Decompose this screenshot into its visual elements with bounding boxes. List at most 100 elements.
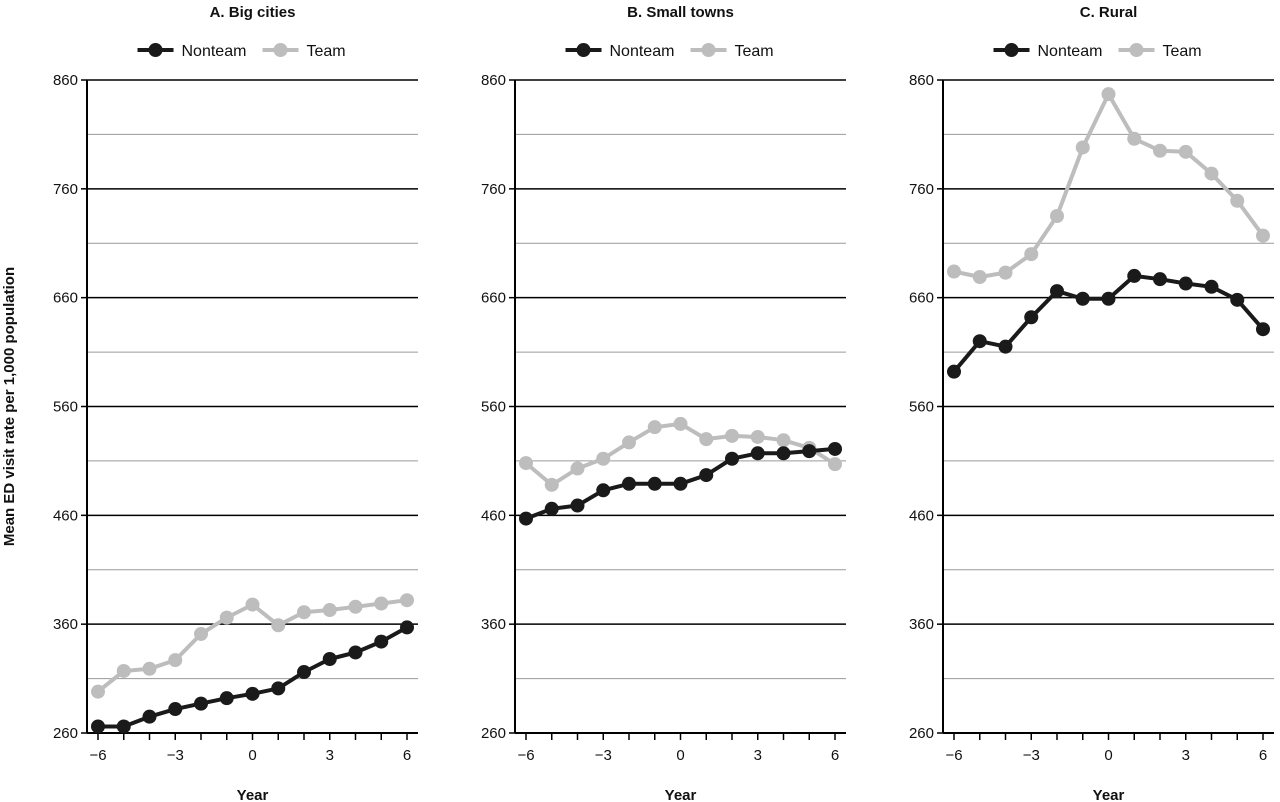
x-tick-label: −3 <box>1023 747 1040 764</box>
data-point-team <box>219 610 234 625</box>
data-point-nonteam <box>647 476 662 491</box>
data-point-team <box>1178 144 1193 159</box>
data-point-nonteam <box>91 719 105 734</box>
y-tick-label: 260 <box>53 725 78 742</box>
data-point-team <box>1101 87 1116 102</box>
data-point-nonteam <box>519 511 533 526</box>
legend-label-nonteam: Nonteam <box>1038 43 1103 60</box>
data-point-nonteam <box>1256 322 1270 337</box>
y-tick-label: 560 <box>481 399 506 416</box>
data-point-nonteam <box>297 665 311 680</box>
data-point-team <box>168 653 183 668</box>
y-tick-label: 360 <box>53 616 78 633</box>
legend: Nonteam Team <box>137 43 346 60</box>
data-point-team <box>1024 247 1039 262</box>
x-tick-label: 6 <box>403 747 411 764</box>
y-tick-label: 560 <box>909 399 934 416</box>
x-tick-label: 0 <box>248 747 256 764</box>
data-point-nonteam <box>725 451 739 466</box>
series-line-team <box>953 92 1265 279</box>
data-point-team <box>297 605 311 620</box>
legend-marker-nonteam <box>576 43 591 57</box>
y-tick-label: 760 <box>909 181 934 198</box>
data-point-team <box>519 456 533 471</box>
y-tick-label: 460 <box>53 507 78 524</box>
data-point-nonteam <box>699 468 714 483</box>
data-point-nonteam <box>1230 292 1245 307</box>
data-point-nonteam <box>142 709 157 724</box>
data-point-team <box>322 603 337 618</box>
data-point-team <box>400 593 414 608</box>
series-line-team <box>96 598 408 694</box>
data-point-team <box>673 416 688 431</box>
data-point-nonteam <box>168 702 183 717</box>
data-point-team <box>194 626 208 641</box>
data-point-team <box>348 599 363 614</box>
y-tick-label: 660 <box>53 290 78 307</box>
data-point-nonteam <box>1204 279 1219 294</box>
data-point-nonteam <box>374 634 389 649</box>
x-tick-label: 6 <box>1259 747 1267 764</box>
data-point-nonteam <box>947 364 961 379</box>
data-point-team <box>828 457 842 472</box>
legend-label-team: Team <box>1163 43 1202 60</box>
x-tick-label: −3 <box>167 747 184 764</box>
data-point-team <box>1127 131 1142 146</box>
data-point-nonteam <box>998 339 1013 354</box>
y-tick-label: 560 <box>53 399 78 416</box>
y-axis-title: Mean ED visit rate per 1,000 population <box>1 267 18 546</box>
data-point-team <box>245 597 260 612</box>
legend: Nonteam Team <box>565 43 774 60</box>
y-tick-label: 760 <box>53 181 78 198</box>
data-point-nonteam <box>245 686 260 701</box>
y-tick-label: 760 <box>481 181 506 198</box>
y-tick-label: 360 <box>909 616 934 633</box>
x-tick-label: 0 <box>676 747 684 764</box>
data-point-nonteam <box>596 483 611 498</box>
data-point-nonteam <box>1153 272 1167 287</box>
data-point-nonteam <box>194 696 208 711</box>
data-point-team <box>1050 209 1064 224</box>
data-point-team <box>1153 143 1167 158</box>
legend-label-nonteam: Nonteam <box>610 43 675 60</box>
y-tick-label: 460 <box>481 507 506 524</box>
x-tick-label: 3 <box>754 747 762 764</box>
data-point-team <box>374 596 389 611</box>
data-point-nonteam <box>622 476 636 491</box>
data-point-team <box>596 451 611 466</box>
x-tick-label: −6 <box>89 747 106 764</box>
data-point-nonteam <box>322 651 337 666</box>
data-point-team <box>142 661 157 676</box>
data-point-team <box>725 428 739 443</box>
data-point-team <box>1230 193 1245 208</box>
data-point-nonteam <box>544 501 559 516</box>
data-point-nonteam <box>1127 268 1142 283</box>
legend-label-nonteam: Nonteam <box>182 43 247 60</box>
data-point-nonteam <box>570 498 585 513</box>
y-tick-label: 860 <box>53 72 78 89</box>
y-tick-label: 660 <box>481 290 506 307</box>
data-point-nonteam <box>776 446 791 461</box>
y-tick-label: 660 <box>909 290 934 307</box>
data-point-nonteam <box>802 444 817 459</box>
data-point-team <box>750 429 765 444</box>
legend-marker-team <box>273 43 288 57</box>
data-point-team <box>647 420 662 435</box>
x-tick-label: 3 <box>1182 747 1190 764</box>
data-point-team <box>271 618 286 633</box>
y-tick-label: 860 <box>909 72 934 89</box>
data-point-team <box>544 477 559 492</box>
data-point-nonteam <box>1050 284 1064 299</box>
x-axis-title: Year <box>665 787 697 802</box>
data-point-team <box>1256 228 1270 243</box>
data-point-team <box>776 433 791 448</box>
data-point-nonteam <box>1075 291 1090 306</box>
y-tick-label: 260 <box>481 725 506 742</box>
y-tick-label: 360 <box>481 616 506 633</box>
x-axis-title: Year <box>1093 787 1125 802</box>
data-point-nonteam <box>828 441 842 456</box>
data-point-nonteam <box>116 719 131 734</box>
